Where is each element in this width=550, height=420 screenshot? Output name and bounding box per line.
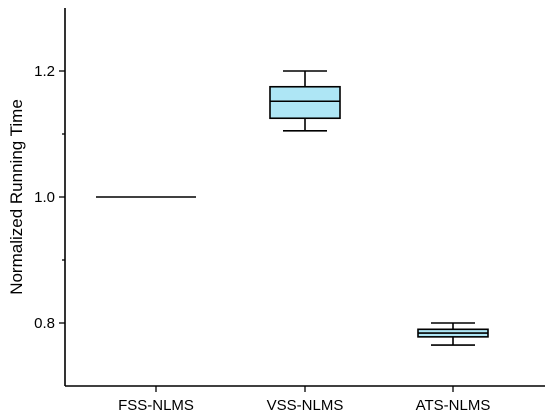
- y-tick-label: 0.8: [34, 315, 55, 332]
- x-tick-label-fss-nlms: FSS-NLMS: [118, 397, 194, 414]
- box-ats-nlms: [417, 322, 489, 346]
- y-axis-title: Normalized Running Time: [7, 99, 26, 295]
- y-tick-label: 1.0: [34, 189, 55, 206]
- x-tick-label-vss-nlms: VSS-NLMS: [267, 397, 344, 414]
- x-ticks: FSS-NLMS VSS-NLMS ATS-NLMS: [118, 386, 490, 414]
- box-iqr: [269, 85, 341, 120]
- y-tick-label: 1.2: [34, 63, 55, 80]
- y-ticks: 0.8 1.0 1.2: [34, 63, 65, 332]
- boxes: [96, 70, 489, 346]
- box-vss-nlms: [269, 70, 341, 132]
- x-tick-label-ats-nlms: ATS-NLMS: [416, 397, 491, 414]
